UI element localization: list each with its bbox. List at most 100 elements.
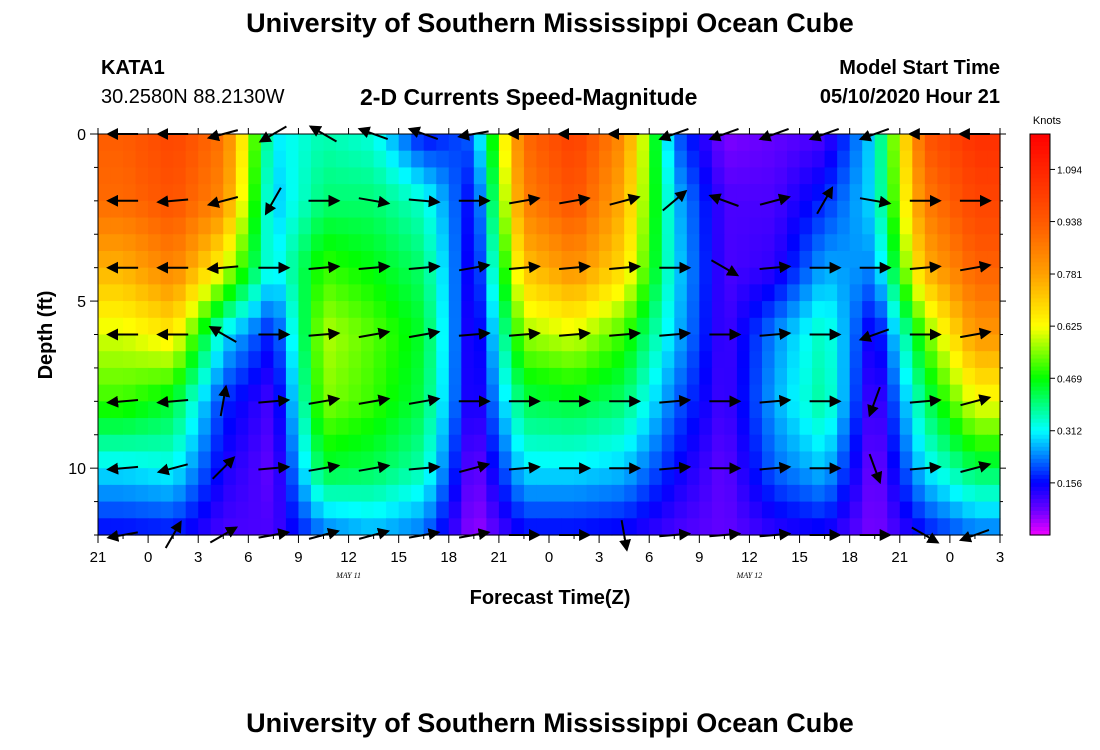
heatmap-cell (849, 284, 863, 302)
heatmap-cell (536, 351, 550, 369)
heatmap-cell (185, 468, 199, 486)
heatmap-cell (135, 518, 149, 536)
heatmap-cell (699, 301, 713, 319)
heatmap-cell (724, 150, 738, 169)
heatmap-cell (987, 384, 1001, 402)
heatmap-cell (799, 250, 813, 269)
heatmap-cell (636, 167, 650, 185)
heatmap-cell (736, 384, 751, 402)
heatmap-cell (498, 150, 513, 169)
heatmap-cell (160, 184, 174, 202)
heatmap-cell (761, 384, 776, 402)
heatmap-cell (874, 384, 888, 402)
heatmap-cell (949, 200, 964, 219)
colorbar-segment (1030, 326, 1050, 332)
heatmap-cell (323, 484, 337, 503)
heatmap-cell (924, 418, 938, 436)
current-vector-arrow (659, 394, 692, 407)
heatmap-cell (336, 217, 350, 235)
colorbar-segment (1030, 162, 1050, 167)
heatmap-cell (361, 384, 375, 402)
heatmap-cell (285, 418, 300, 436)
heatmap-cell (862, 351, 876, 369)
heatmap-cell (661, 167, 675, 185)
current-vector-arrow (909, 461, 942, 474)
heatmap-cell (624, 200, 638, 219)
heatmap-cell (611, 150, 625, 169)
heatmap-cell (599, 134, 613, 152)
heatmap-cell (699, 518, 713, 536)
heatmap-cell (574, 418, 588, 436)
heatmap-cell (235, 418, 249, 436)
heatmap-cell (148, 384, 162, 402)
heatmap-cell (561, 200, 575, 219)
heatmap-cell (411, 418, 425, 436)
heatmap-cell (260, 284, 274, 302)
heatmap-cell (774, 501, 788, 519)
heatmap-cell (361, 451, 375, 469)
heatmap-cell (586, 134, 600, 152)
heatmap-cell (110, 234, 124, 252)
heatmap-cell (949, 451, 964, 469)
heatmap-cell (386, 217, 400, 235)
heatmap-cell (749, 200, 763, 219)
heatmap-cell (348, 134, 362, 152)
heatmap-cell (837, 501, 851, 519)
heatmap-cell (574, 234, 588, 252)
heatmap-cell (310, 250, 325, 269)
heatmap-cell (649, 367, 663, 386)
heatmap-cell (899, 250, 913, 269)
heatmap-cell (812, 401, 826, 419)
heatmap-cell (924, 367, 938, 386)
heatmap-cell (110, 501, 124, 519)
colorbar-segment (1030, 202, 1050, 207)
heatmap-cell (336, 401, 350, 419)
current-vector-arrow (358, 261, 391, 274)
heatmap-cell (661, 334, 675, 352)
heatmap-cell (837, 301, 851, 319)
heatmap-cell (586, 200, 600, 219)
colorbar-segment (1030, 526, 1050, 532)
heatmap-cell (336, 351, 350, 369)
heatmap-cell (549, 250, 563, 269)
heatmap-cell (348, 468, 362, 486)
heatmap-cell (223, 367, 237, 386)
heatmap-cell (599, 217, 613, 235)
heatmap-cell (348, 150, 362, 169)
heatmap-cell (937, 418, 951, 436)
heatmap-cell (310, 167, 325, 185)
heatmap-cell (210, 234, 224, 252)
heatmap-cell (674, 367, 688, 386)
heatmap-cell (574, 484, 588, 503)
heatmap-cell (849, 468, 863, 486)
colorbar-segment (1030, 426, 1050, 432)
heatmap-cell (148, 234, 162, 252)
current-vector-arrow (960, 461, 992, 473)
heatmap-cell (511, 367, 525, 386)
heatmap-cell (774, 401, 788, 419)
heatmap-cell (837, 451, 851, 469)
heatmap-cell (586, 150, 600, 169)
heatmap-cell (498, 184, 513, 202)
heatmap-cell (348, 234, 362, 252)
heatmap-cell (599, 284, 613, 302)
heatmap-cell (336, 468, 350, 486)
heatmap-cell (373, 184, 387, 202)
heatmap-cell (511, 167, 525, 185)
heatmap-cell (398, 284, 412, 302)
colorbar-segment (1030, 402, 1050, 408)
heatmap-cell (574, 367, 588, 386)
heatmap-cell (260, 518, 274, 536)
heatmap-cell (949, 267, 964, 285)
heatmap-cell (874, 150, 888, 169)
heatmap-cell (949, 384, 964, 402)
heatmap-cell (436, 234, 450, 252)
heatmap-cell (624, 401, 638, 419)
heatmap-cell (561, 518, 575, 536)
heatmap-cell (248, 434, 262, 453)
heatmap-cell (198, 434, 212, 453)
heatmap-cell (160, 150, 174, 169)
heatmap-cell (812, 167, 826, 185)
heatmap-cell (962, 501, 976, 519)
